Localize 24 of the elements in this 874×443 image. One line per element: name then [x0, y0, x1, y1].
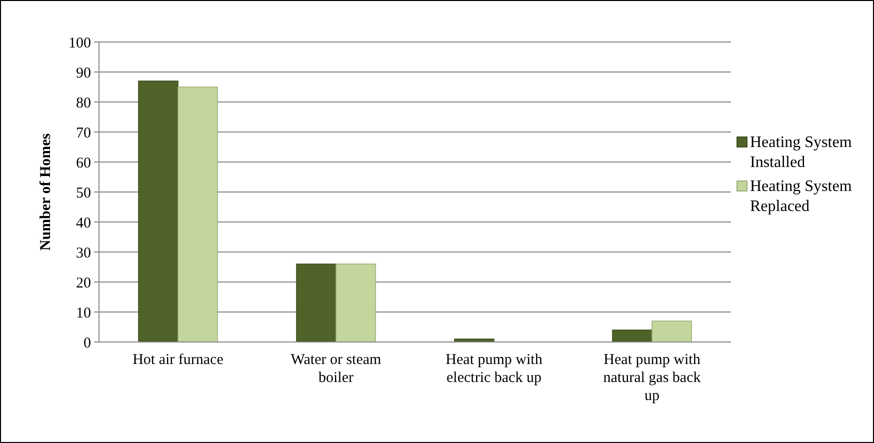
- y-tick-label: 10: [76, 305, 91, 322]
- bar: [612, 330, 652, 342]
- legend-label: Heating System Installed: [750, 134, 852, 171]
- x-tick-label: Heat pump with natural gas back up: [603, 352, 702, 404]
- bar: [138, 80, 178, 342]
- y-axis-title: Number of Homes: [38, 133, 54, 251]
- bar: [336, 264, 376, 342]
- y-tick-label: 50: [76, 185, 91, 202]
- bar: [652, 320, 692, 342]
- y-tick-label: 30: [76, 245, 91, 262]
- y-tick-label: 90: [76, 65, 91, 82]
- bar: [178, 86, 218, 342]
- y-tick-label: 20: [76, 275, 91, 292]
- legend-label: Heating System Replaced: [750, 178, 852, 215]
- y-tick-label: 80: [76, 95, 91, 112]
- y-tick-label: 60: [76, 155, 91, 172]
- y-tick-label: 70: [76, 125, 91, 142]
- y-tick-label: 100: [68, 35, 91, 52]
- bar: [296, 264, 336, 342]
- x-tick-label: Water or steam boiler: [290, 352, 382, 386]
- y-tick-label: 40: [76, 215, 91, 232]
- x-tick-label: Heat pump with electric back up: [446, 352, 543, 386]
- y-tick-label: 0: [84, 335, 91, 352]
- x-tick-label: Hot air furnace: [132, 352, 224, 368]
